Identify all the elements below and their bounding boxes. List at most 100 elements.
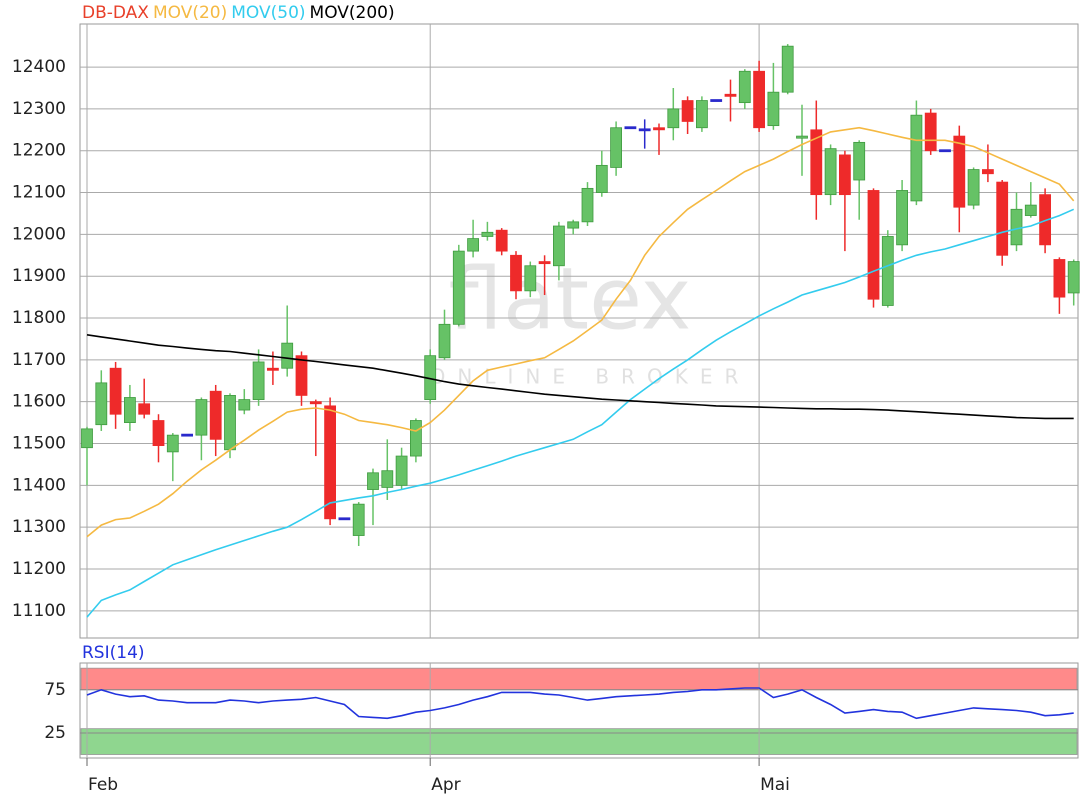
candle-body — [953, 135, 966, 208]
candle-body — [238, 399, 251, 411]
candle-body — [252, 361, 265, 400]
candle-body — [738, 70, 751, 104]
y-tick-label: 11900 — [12, 266, 66, 286]
candle-body — [452, 250, 465, 325]
moving-average-line — [86, 334, 1074, 420]
candle-body — [567, 221, 580, 229]
candle-body — [581, 187, 594, 223]
candle-body — [824, 148, 837, 196]
y-tick-label: 11700 — [12, 350, 66, 370]
legend-entry: MOV(200) — [310, 3, 395, 23]
candle-body — [710, 99, 723, 102]
legend-title: DB-DAX — [82, 3, 149, 23]
x-tick-label: Mai — [760, 775, 790, 795]
y-tick-label: 11500 — [12, 434, 66, 454]
candle-body — [839, 154, 851, 196]
candle-body — [138, 403, 151, 415]
y-tick-label: 11100 — [12, 601, 66, 621]
candle-body — [910, 114, 923, 202]
legend-entry: MOV(50) — [231, 3, 305, 23]
candle-body — [939, 149, 951, 153]
candle-body — [209, 390, 222, 440]
candle-body — [166, 434, 179, 453]
candle-body — [667, 108, 680, 129]
candle-body — [796, 135, 808, 139]
watermark-tagline: ONLINE BROKER — [430, 365, 751, 389]
candle-body — [495, 229, 508, 252]
candle-body — [338, 517, 351, 521]
y-tick-label: 12300 — [12, 99, 66, 119]
y-tick-label: 12200 — [12, 141, 66, 161]
candle-body — [595, 164, 608, 193]
legend-entry: RSI(14) — [82, 643, 145, 663]
candle-body — [896, 190, 908, 246]
candle-body — [967, 169, 980, 206]
candle-body — [924, 112, 937, 152]
y-tick-label: 11600 — [12, 392, 66, 412]
candle-body — [638, 128, 651, 132]
legend-entry: MOV(20) — [153, 3, 227, 23]
candle-body — [409, 420, 422, 457]
candle-body — [81, 428, 93, 449]
x-tick-label: Apr — [431, 775, 460, 795]
candle-body — [281, 342, 294, 369]
candle-body — [624, 126, 637, 130]
candle-body — [467, 238, 480, 252]
y-tick-label: 11300 — [12, 517, 66, 537]
candle-body — [295, 355, 308, 396]
candle-body — [1067, 261, 1080, 294]
candle-body — [266, 367, 279, 371]
candle-body — [867, 190, 880, 300]
candle-body — [753, 70, 765, 129]
candle-body — [610, 127, 622, 168]
candle-body — [124, 397, 136, 423]
candle-body — [996, 181, 1009, 256]
candle-body — [395, 455, 408, 486]
x-tick-label: Feb — [88, 775, 118, 795]
candle-body — [681, 100, 694, 122]
rsi-band — [80, 667, 1078, 691]
candle-body — [810, 129, 823, 196]
candle-body — [367, 472, 379, 490]
candle-body — [724, 93, 737, 97]
candle-body — [538, 261, 551, 265]
candle-body — [109, 367, 122, 415]
y-tick-label: 11800 — [12, 308, 66, 328]
candle-body — [381, 470, 394, 488]
candle-body — [524, 265, 537, 292]
y-tick-label: 25 — [44, 723, 66, 743]
candle-body — [853, 141, 866, 181]
candle-body — [324, 405, 337, 520]
candle-body — [1024, 204, 1037, 216]
candle-body — [309, 401, 322, 405]
candle-body — [982, 169, 994, 175]
watermark-brand: flatex — [449, 249, 692, 349]
candle-body — [438, 323, 451, 359]
candle-body — [152, 420, 165, 447]
candle-body — [181, 433, 194, 437]
candle-body — [653, 127, 665, 131]
candle-body — [767, 91, 780, 127]
y-tick-label: 11400 — [12, 475, 66, 495]
rsi-line — [86, 687, 1074, 720]
candle-body — [195, 399, 208, 436]
candle-body — [781, 45, 794, 93]
y-tick-label: 12400 — [12, 57, 66, 77]
candle-body — [1053, 259, 1066, 298]
candle-body — [553, 225, 565, 267]
y-tick-label: 12100 — [12, 183, 66, 203]
candle-body — [881, 236, 894, 306]
candle-body — [224, 395, 236, 451]
moving-average-line — [86, 126, 1075, 538]
candle-body — [352, 503, 365, 536]
candle-body — [696, 100, 708, 129]
candle-body — [1010, 208, 1023, 246]
moving-average-line — [86, 208, 1075, 618]
candle-body — [510, 254, 522, 292]
y-tick-label: 11200 — [12, 559, 66, 579]
candle-body — [481, 231, 494, 237]
candle-body — [95, 382, 108, 426]
candle-body — [1039, 194, 1051, 246]
y-tick-label: 12000 — [12, 224, 66, 244]
